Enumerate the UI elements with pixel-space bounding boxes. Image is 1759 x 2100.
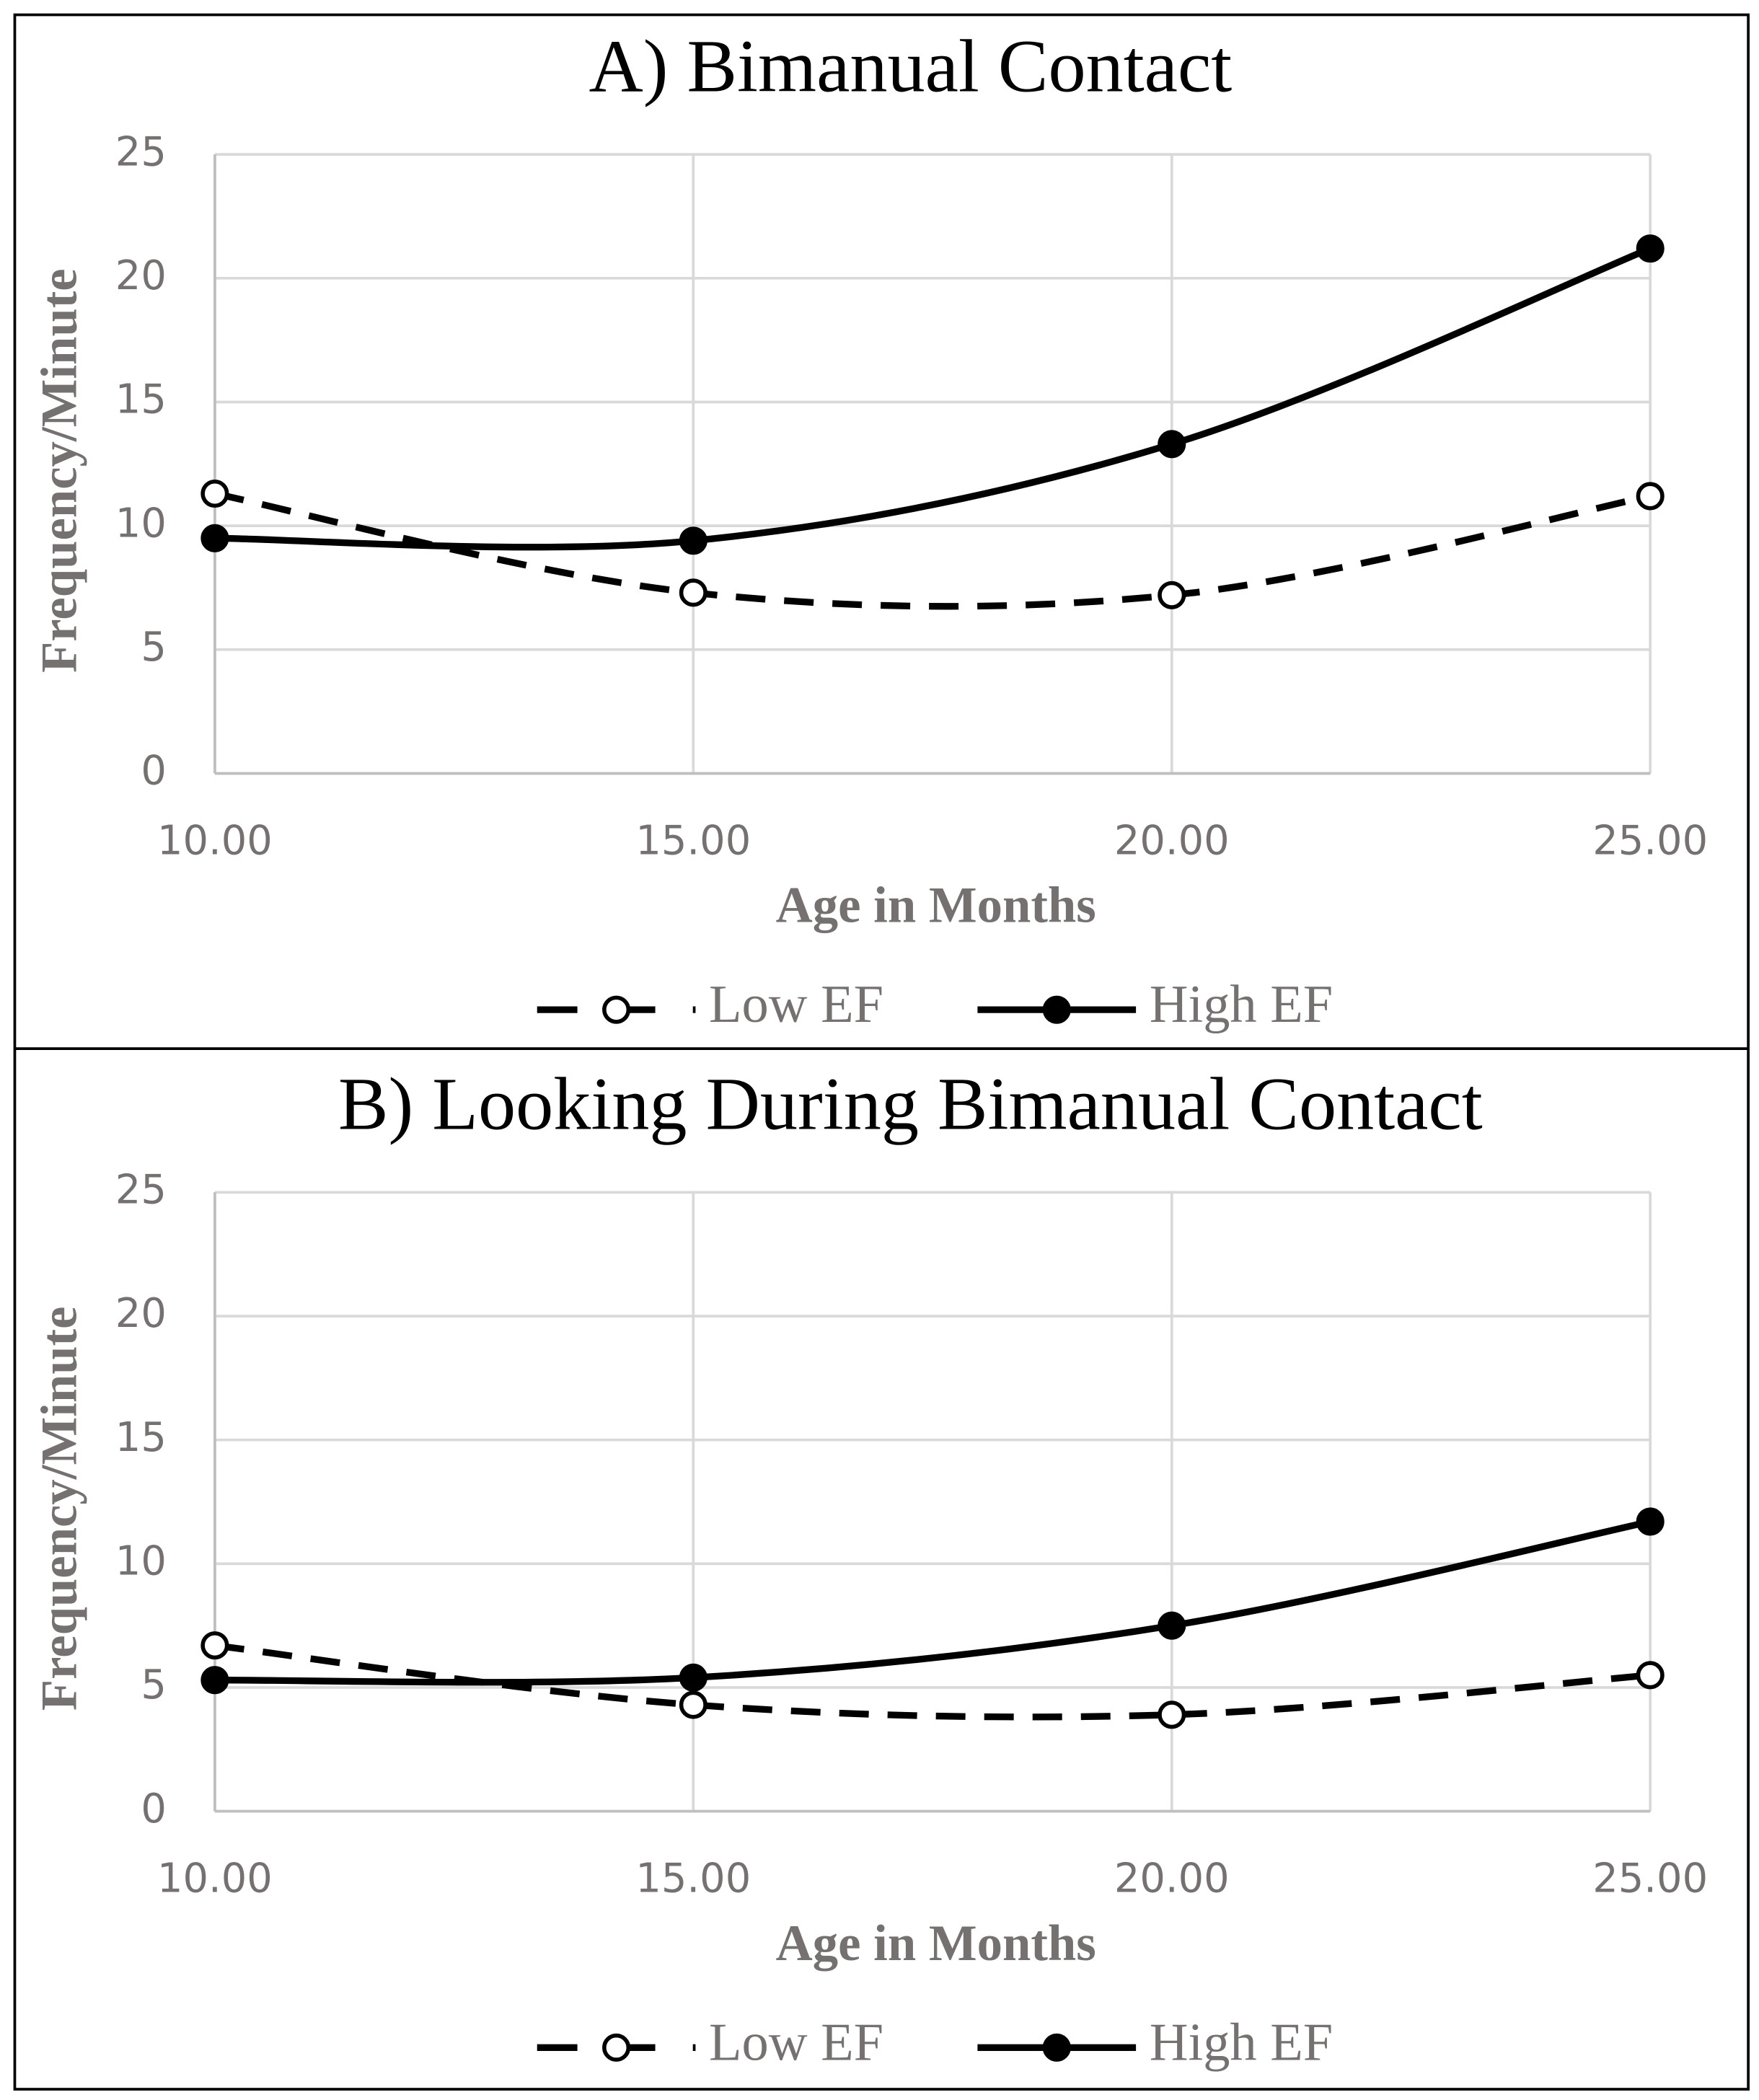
point <box>1636 482 1665 511</box>
legend-label: High EF <box>1150 975 1333 1034</box>
chart-title: B) Looking During Bimanual Contact <box>338 1062 1483 1146</box>
y-axis-label: Frequency/Minute <box>32 268 88 673</box>
x-tick-label: 25.00 <box>1592 817 1708 864</box>
y-tick-label: 10 <box>115 500 167 547</box>
x-tick-label: 15.00 <box>635 1856 751 1902</box>
point <box>1158 1700 1186 1729</box>
legend-label: Low EF <box>709 2013 883 2072</box>
point <box>200 1631 229 1660</box>
frame <box>13 13 1750 2091</box>
x-axis-label: Age in Months <box>776 878 1096 934</box>
x-tick-label: 10.00 <box>157 1856 273 1902</box>
point <box>1636 234 1665 263</box>
point <box>1636 1661 1665 1690</box>
point <box>679 526 707 555</box>
point <box>200 1666 229 1695</box>
point <box>200 524 229 552</box>
y-tick-label: 20 <box>115 252 167 299</box>
x-axis-label: Age in Months <box>776 1915 1096 1972</box>
y-tick-label: 5 <box>141 1662 167 1708</box>
y-tick-label: 0 <box>141 1786 167 1832</box>
y-tick-label: 0 <box>141 748 167 795</box>
y-tick-label: 15 <box>115 376 167 423</box>
x-tick-label: 20.00 <box>1114 817 1230 864</box>
chart-title: A) Bimanual Contact <box>588 24 1232 107</box>
point <box>1158 581 1186 609</box>
y-tick-label: 20 <box>115 1290 167 1337</box>
y-tick-label: 25 <box>115 128 167 175</box>
point <box>1158 430 1186 459</box>
y-tick-label: 25 <box>115 1166 167 1213</box>
series-line <box>214 1642 1651 1721</box>
y-tick-label: 10 <box>115 1538 167 1584</box>
point <box>1158 1611 1186 1640</box>
point <box>679 578 707 607</box>
point <box>1636 1507 1665 1536</box>
point <box>679 1690 707 1719</box>
x-tick-label: 25.00 <box>1592 1856 1708 1902</box>
legend-marker <box>1042 2033 1071 2062</box>
x-tick-label: 15.00 <box>635 817 751 864</box>
legend-label: High EF <box>1150 2013 1333 2072</box>
series-line <box>214 1518 1652 1686</box>
legend-marker <box>602 995 631 1024</box>
y-axis-label: Frequency/Minute <box>32 1307 88 1711</box>
y-tick-label: 15 <box>115 1414 167 1461</box>
point <box>200 479 229 508</box>
legend-marker <box>602 2033 631 2062</box>
x-tick-label: 20.00 <box>1114 1856 1230 1902</box>
x-tick-label: 10.00 <box>157 817 273 864</box>
legend-label: Low EF <box>709 975 883 1034</box>
legend-marker <box>1042 995 1071 1024</box>
y-tick-label: 5 <box>141 624 167 671</box>
series-line <box>214 245 1652 551</box>
point <box>679 1663 707 1692</box>
